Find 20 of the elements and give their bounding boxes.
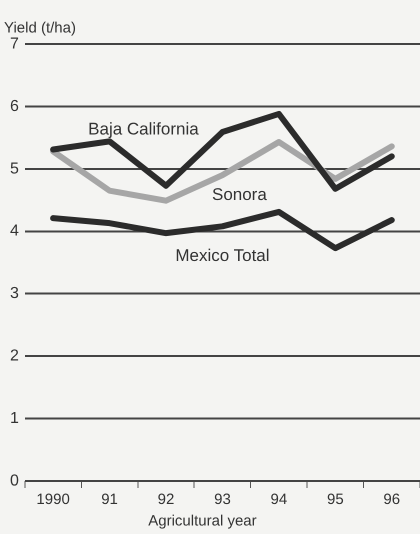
y-tick-label: 4 bbox=[10, 222, 19, 240]
x-tick-label: 92 bbox=[158, 491, 174, 508]
y-tick-label: 5 bbox=[10, 160, 19, 178]
y-tick-label: 0 bbox=[10, 472, 19, 490]
y-tick-label: 7 bbox=[10, 35, 19, 52]
y-tick-label: 1 bbox=[10, 410, 19, 427]
x-tick-label: 94 bbox=[270, 491, 288, 508]
y-tick-label: 2 bbox=[10, 348, 19, 365]
series-label: Sonora bbox=[212, 184, 268, 204]
x-tick-label: 96 bbox=[383, 491, 400, 508]
x-tick-label: 91 bbox=[101, 491, 118, 508]
y-tick-label: 6 bbox=[10, 98, 19, 115]
x-tick-label: 1990 bbox=[36, 491, 70, 508]
y-axis-title: Yield (t/ha) bbox=[4, 20, 76, 37]
y-tick-label: 3 bbox=[10, 285, 19, 302]
series-label: Baja California bbox=[88, 120, 200, 139]
series-label: Mexico Total bbox=[175, 246, 270, 265]
x-tick-label: 95 bbox=[326, 491, 344, 508]
x-axis-title: Agricultural year bbox=[148, 512, 257, 530]
x-tick-label: 93 bbox=[214, 491, 231, 508]
